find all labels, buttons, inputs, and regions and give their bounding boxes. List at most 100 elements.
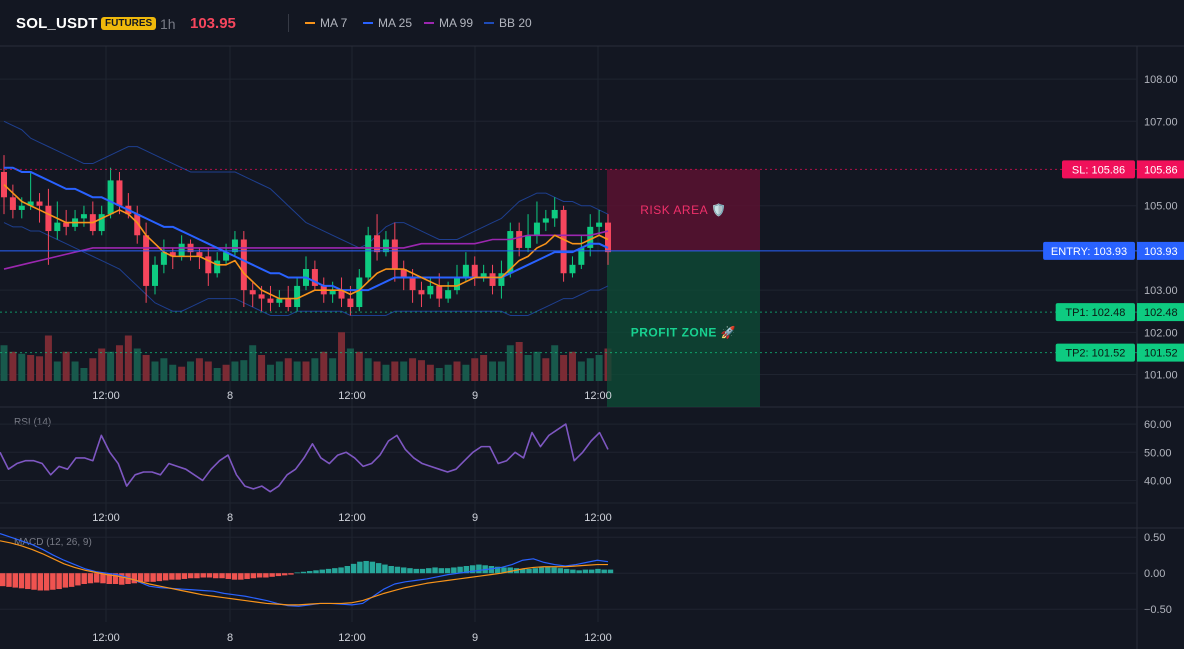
- macd-hist-bar: [144, 573, 150, 582]
- volume-bar: [115, 345, 123, 381]
- macd-hist-bar: [332, 568, 338, 574]
- macd-hist-bar: [394, 566, 401, 574]
- volume-bar: [80, 368, 88, 381]
- candle-body: [249, 290, 256, 295]
- volume-bars: [0, 332, 612, 381]
- bb-upper-line: [3, 120, 609, 249]
- symbol-label[interactable]: SOL_USDT: [16, 15, 98, 32]
- macd-hist-bar: [538, 567, 545, 574]
- volume-bar: [355, 351, 363, 381]
- macd-hist-bar: [219, 573, 225, 579]
- price-tick-label: 101.00: [1144, 370, 1178, 382]
- candle-body: [498, 273, 505, 286]
- macd-hist-bar: [244, 573, 250, 579]
- candle-body: [587, 226, 594, 248]
- volume-bar: [302, 361, 310, 381]
- volume-bar: [204, 361, 212, 381]
- volume-bar: [231, 361, 239, 381]
- macd-hist-bar: [520, 568, 526, 574]
- candle-body: [560, 209, 567, 274]
- volume-bar: [71, 361, 79, 381]
- legend-ma99-label: MA 99: [439, 16, 474, 30]
- volume-bar: [240, 360, 248, 381]
- volume-bar: [391, 361, 399, 381]
- legend-ma7-swatch: [305, 22, 315, 24]
- candle-body: [214, 260, 221, 274]
- macd-hist-bar: [601, 569, 607, 574]
- macd-hist-bar: [476, 564, 482, 574]
- candle-body: [356, 277, 363, 308]
- macd-time-label: 12:00: [92, 632, 120, 644]
- macd-hist-bar: [81, 573, 87, 584]
- legend-ma25[interactable]: MA 25: [363, 16, 412, 30]
- rsi-time-label: 9: [472, 512, 478, 524]
- macd-hist-bar: [225, 573, 232, 579]
- macd-hist-bar: [413, 568, 419, 574]
- timeframe-label[interactable]: 1h: [160, 16, 176, 32]
- macd-hist-bar: [31, 573, 37, 590]
- volume-bar: [89, 358, 97, 381]
- main-time-label: 12:00: [584, 390, 612, 402]
- macd-hist-bar: [6, 573, 12, 587]
- tp1-tag: TP1: 102.48: [1065, 307, 1125, 319]
- volume-bar: [382, 364, 390, 381]
- macd-hist-bar: [375, 563, 382, 574]
- volume-bar: [195, 358, 203, 381]
- legend-ma25-label: MA 25: [378, 16, 413, 30]
- macd-hist-bar: [400, 567, 407, 574]
- macd-hist-bar: [75, 573, 81, 586]
- volume-bar: [187, 361, 195, 381]
- macd-hist-bar: [595, 568, 601, 574]
- tp2-price-bg: [1137, 343, 1184, 362]
- candle-body: [596, 222, 603, 227]
- candle-body: [285, 298, 292, 308]
- legend-ma99[interactable]: MA 99: [424, 16, 473, 30]
- macd-hist-bar: [206, 573, 213, 578]
- volume-bar: [373, 361, 381, 381]
- macd-hist-bar: [169, 573, 175, 580]
- macd-hist-bar: [50, 573, 56, 590]
- macd-hist-bar: [119, 573, 125, 585]
- price-tick-label: 103.00: [1144, 285, 1178, 297]
- macd-time-label: 12:00: [584, 632, 612, 644]
- candle-body: [329, 290, 336, 295]
- candle-body: [409, 277, 416, 291]
- macd-hist-bar: [294, 572, 300, 574]
- macd-tick-label: −0.50: [1144, 604, 1172, 616]
- macd-hist-bar: [325, 568, 332, 574]
- volume-bar: [169, 364, 177, 381]
- macd-hist-bar: [576, 570, 582, 574]
- bb-lower-line: [3, 222, 609, 316]
- volume-bar: [551, 345, 559, 381]
- volume-bar: [409, 358, 417, 381]
- macd-tick-label: 0.50: [1144, 532, 1165, 544]
- macd-hist-bar: [319, 569, 325, 574]
- volume-bar: [222, 364, 230, 381]
- legend-bb20[interactable]: BB 20: [484, 16, 532, 30]
- candle-body: [382, 239, 389, 253]
- macd-hist-bar: [570, 569, 576, 574]
- candle-body: [525, 235, 532, 248]
- candle-body: [471, 264, 478, 278]
- volume-bar: [586, 358, 594, 381]
- candle-body: [223, 252, 230, 261]
- volume-bar: [178, 366, 186, 381]
- macd-hist-bar: [300, 571, 307, 574]
- entry-tag-bg: [1043, 241, 1135, 260]
- volume-bar: [524, 355, 532, 381]
- legend-ma7[interactable]: MA 7: [305, 16, 347, 30]
- entry-tag: ENTRY: 103.93: [1051, 246, 1127, 258]
- main-time-label: 9: [472, 390, 478, 402]
- legend-bb20-swatch: [484, 22, 494, 24]
- macd-hist-bar: [200, 573, 206, 578]
- volume-bar: [542, 358, 550, 381]
- candlesticks: [1, 155, 611, 316]
- candle-body: [489, 273, 496, 286]
- sl-tag-bg: [1062, 160, 1135, 179]
- profit-zone: [607, 250, 760, 407]
- macd-hist-bar: [256, 573, 263, 578]
- macd-time-label: 12:00: [338, 632, 366, 644]
- candle-body: [400, 269, 407, 278]
- macd-hist-bar: [100, 573, 106, 584]
